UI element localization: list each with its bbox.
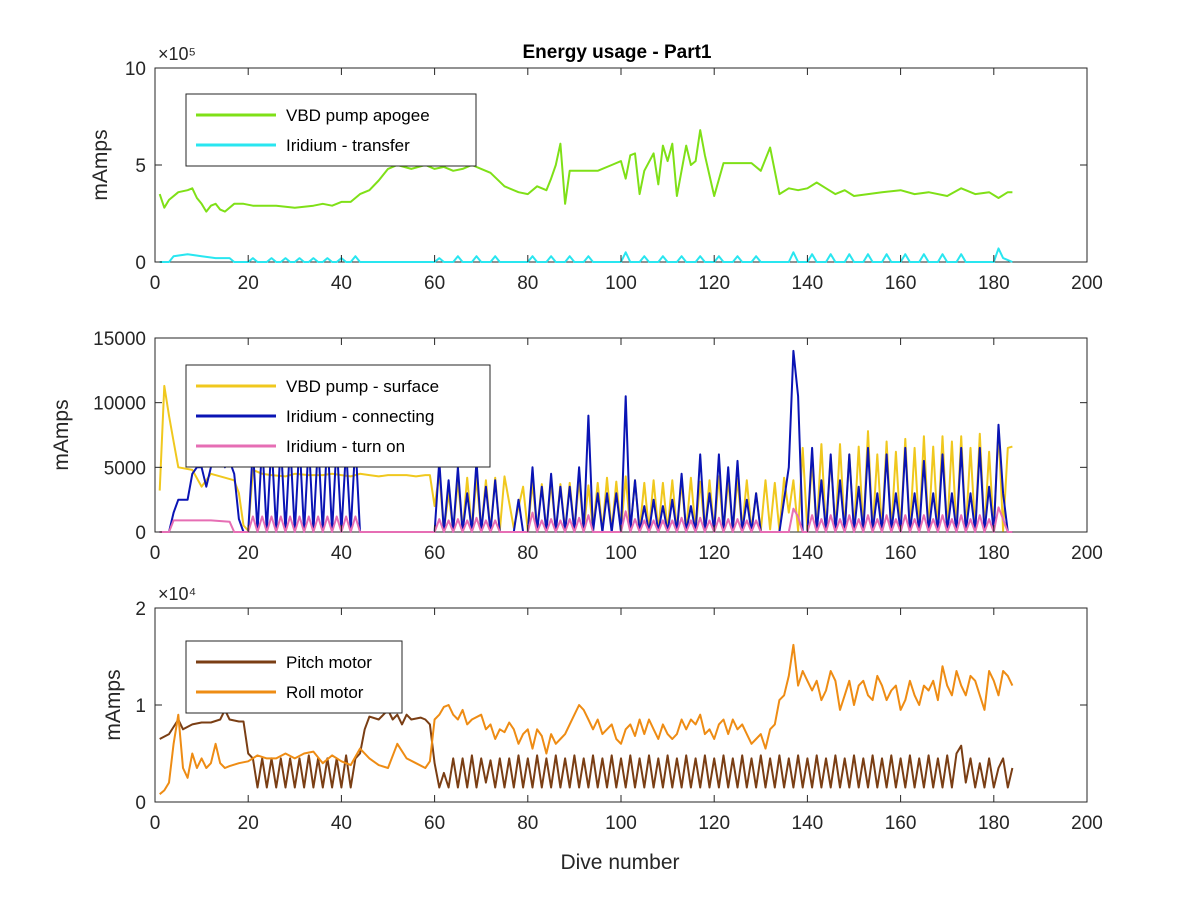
legend: Pitch motor Roll motor <box>185 640 403 714</box>
series-line-1 <box>158 384 1013 532</box>
x-tick-label: 160 <box>885 273 917 294</box>
x-tick-label: 80 <box>517 273 538 294</box>
x-tick-label: 140 <box>792 813 824 834</box>
legend-entry: VBD pump apogee <box>286 106 430 125</box>
series-line-1 <box>158 129 1013 213</box>
x-tick-label: 200 <box>1071 543 1103 564</box>
figure-title: Energy usage - Part1 <box>522 42 711 63</box>
subplots: 0 20 40 60 80 100 120 140 160 180 2000510×10⁵mAmps… <box>50 44 1103 834</box>
series-line-2 <box>159 643 1014 795</box>
x-tick-label: 20 <box>238 813 259 834</box>
x-tick-label: 40 <box>331 813 352 834</box>
y-tick-label: 10000 <box>93 394 146 415</box>
legend-entry: Roll motor <box>286 683 364 702</box>
series-line-3 <box>159 506 1013 533</box>
legend-entry: Pitch motor <box>286 653 372 672</box>
x-tick-label: 180 <box>978 543 1010 564</box>
subplot-2: 0 20 40 60 80 100 120 140 160 180 200 0 5000 10000 150… <box>50 329 1103 564</box>
y-axis-label: mAmps <box>89 129 112 200</box>
x-tick-label: 160 <box>885 543 917 564</box>
y-axis-label: mAmps <box>102 669 125 740</box>
x-tick-label: 40 <box>331 543 352 564</box>
x-tick-label: 0 <box>150 273 161 294</box>
series-line-1 <box>159 708 1014 789</box>
legend-box <box>185 640 403 714</box>
legend-entry: VBD pump - surface <box>286 377 439 396</box>
y-tick-label: 0 <box>135 253 146 274</box>
subplot-1: 0 20 40 60 80 100 120 140 160 180 200 0 5 10 ×10⁵ mAmps… <box>89 44 1103 294</box>
y-exponent-label: ×10⁵ <box>158 44 196 64</box>
series-line-2 <box>159 349 1013 533</box>
x-axis-label: Dive number <box>560 851 679 874</box>
x-tick-label: 100 <box>605 813 637 834</box>
legend-entry: Iridium - connecting <box>286 407 434 426</box>
x-tick-label: 80 <box>517 813 538 834</box>
x-tick-label: 100 <box>605 273 637 294</box>
x-tick-label: 80 <box>517 543 538 564</box>
legend-box <box>185 93 477 167</box>
x-tick-label: 180 <box>978 273 1010 294</box>
y-tick-label: 5000 <box>104 458 146 479</box>
y-tick-label: 0 <box>135 793 146 814</box>
y-tick-label: 1 <box>135 696 146 717</box>
x-tick-label: 180 <box>978 813 1010 834</box>
x-tick-label: 120 <box>698 813 730 834</box>
y-tick-label: 15000 <box>93 329 146 350</box>
x-tick-label: 0 <box>150 543 161 564</box>
legend-entry: Iridium - turn on <box>286 437 405 456</box>
y-tick-label: 10 <box>125 59 146 80</box>
subplot-3: 0 20 40 60 80 100 120 140 160 180 200 0 1 2 ×10⁴ mAmps P… <box>102 584 1103 834</box>
x-tick-label: 0 <box>150 813 161 834</box>
x-tick-label: 160 <box>885 813 917 834</box>
x-tick-label: 60 <box>424 273 445 294</box>
x-tick-label: 20 <box>238 543 259 564</box>
legend: VBD pump - surface Iridium - connecting Ir… <box>185 364 491 468</box>
x-tick-label: 60 <box>424 543 445 564</box>
x-tick-label: 120 <box>698 543 730 564</box>
x-tick-label: 20 <box>238 273 259 294</box>
x-tick-label: 100 <box>605 543 637 564</box>
legend: VBD pump apogee Iridium - transfer <box>185 93 477 167</box>
x-tick-label: 140 <box>792 273 824 294</box>
y-axis-label: mAmps <box>50 399 73 470</box>
y-tick-label: 5 <box>135 156 146 177</box>
y-tick-label: 0 <box>135 523 146 544</box>
x-tick-label: 200 <box>1071 813 1103 834</box>
y-tick-label: 2 <box>135 599 146 620</box>
y-exponent-label: ×10⁴ <box>158 584 196 604</box>
x-tick-label: 140 <box>792 543 824 564</box>
x-tick-label: 40 <box>331 273 352 294</box>
x-tick-label: 60 <box>424 813 445 834</box>
series-line-2 <box>159 247 1013 263</box>
x-tick-label: 200 <box>1071 273 1103 294</box>
x-tick-label: 120 <box>698 273 730 294</box>
legend-entry: Iridium - transfer <box>286 136 410 155</box>
